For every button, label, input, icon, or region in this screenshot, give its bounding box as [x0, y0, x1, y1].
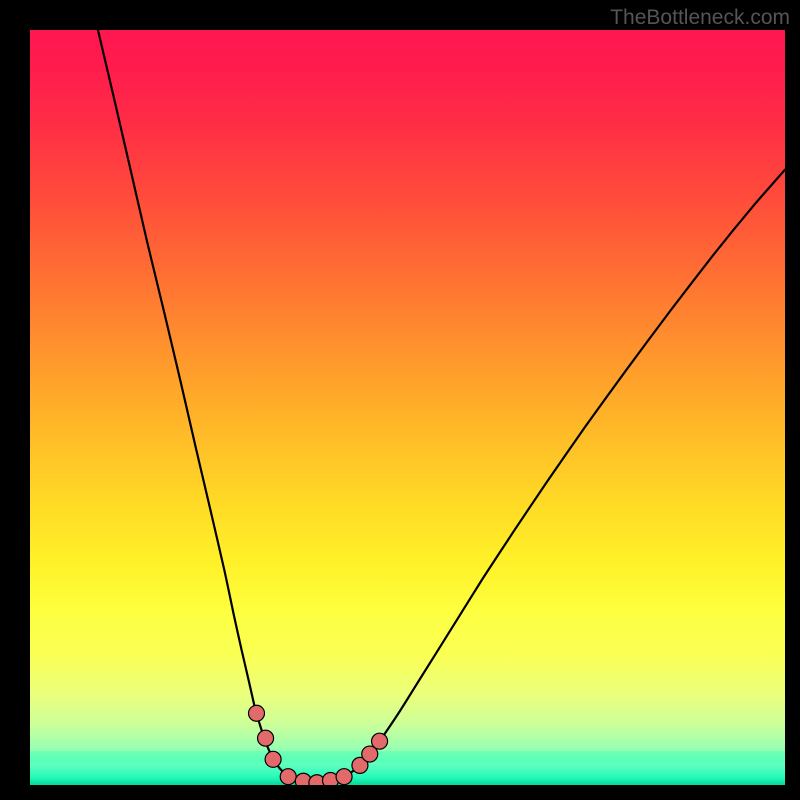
- marker-right-2: [372, 733, 388, 749]
- marker-bottom-0: [280, 769, 296, 785]
- highlight-band-0: [30, 611, 785, 656]
- marker-left-0: [249, 705, 265, 721]
- highlight-band-1: [30, 751, 785, 762]
- gradient-background: [30, 30, 785, 785]
- marker-bottom-4: [336, 769, 352, 785]
- watermark-text: TheBottleneck.com: [610, 6, 790, 30]
- marker-left-2: [265, 751, 281, 767]
- chart-container: TheBottleneck.com: [0, 0, 800, 800]
- bottleneck-curve-chart: [30, 30, 785, 785]
- marker-left-1: [258, 730, 274, 746]
